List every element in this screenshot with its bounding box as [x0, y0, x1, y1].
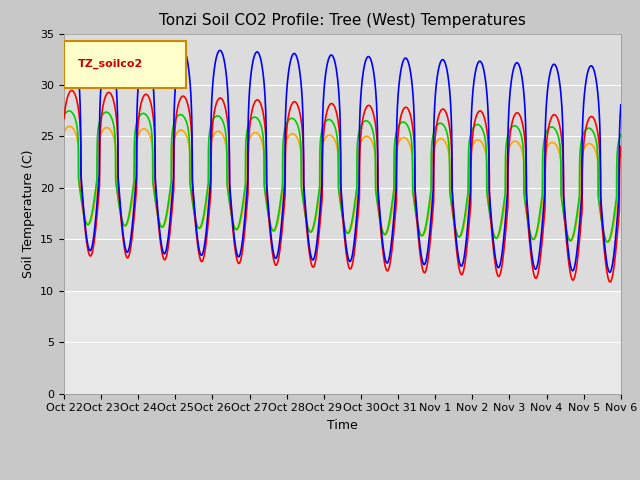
- Text: TZ_soilco2: TZ_soilco2: [78, 59, 143, 69]
- Legend: -2cm, -4cm, -8cm, -16cm: -2cm, -4cm, -8cm, -16cm: [169, 479, 516, 480]
- X-axis label: Time: Time: [327, 419, 358, 432]
- Bar: [64, 291, 621, 394]
- FancyBboxPatch shape: [64, 41, 186, 87]
- Title: Tonzi Soil CO2 Profile: Tree (West) Temperatures: Tonzi Soil CO2 Profile: Tree (West) Temp…: [159, 13, 526, 28]
- Y-axis label: Soil Temperature (C): Soil Temperature (C): [22, 149, 35, 278]
